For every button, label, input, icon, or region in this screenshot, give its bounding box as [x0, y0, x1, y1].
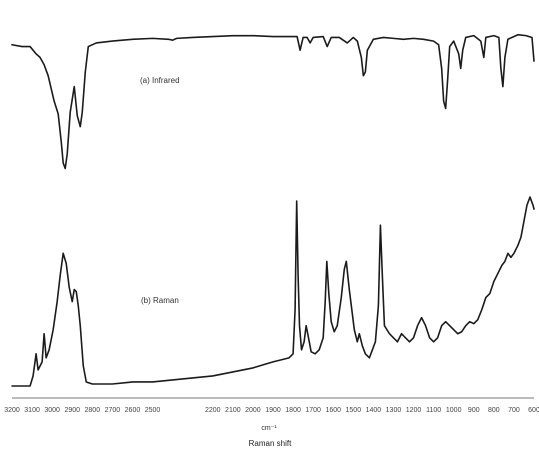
x-tick-label: 1000 [446, 407, 462, 414]
x-tick-label: 3100 [24, 407, 40, 414]
x-tick-label: 900 [468, 407, 480, 414]
x-tick-label: 1900 [265, 407, 281, 414]
x-unit-label: cm⁻¹ [261, 425, 277, 432]
raman-spectrum-line [11, 196, 535, 387]
x-tick-label: 2200 [205, 407, 221, 414]
plot-area [11, 33, 535, 387]
infrared-panel-label: (a) Infrared [140, 76, 180, 85]
x-tick-label: 700 [508, 407, 520, 414]
x-tick-label: 2800 [85, 407, 101, 414]
x-axis-title: Raman shift [249, 439, 292, 448]
raman-panel-label: (b) Raman [141, 296, 179, 305]
x-tick-label: 2900 [64, 407, 80, 414]
x-tick-label: 3200 [4, 407, 20, 414]
x-tick-label: 1200 [406, 407, 422, 414]
x-tick-label: 1100 [426, 407, 441, 414]
x-tick-label: 2000 [245, 407, 261, 414]
x-tick-label: 600 [528, 407, 539, 414]
x-tick-label: 1600 [325, 407, 341, 414]
x-tick-label: 2100 [225, 407, 241, 414]
infrared-spectrum-line [11, 33, 535, 170]
x-tick-label: 800 [488, 407, 500, 414]
x-tick-label: 2600 [125, 407, 141, 414]
x-tick-label: 1500 [346, 407, 362, 414]
x-tick-label: 1700 [305, 407, 321, 414]
x-tick-label: 2500 [145, 407, 161, 414]
x-tick-label: 2700 [105, 407, 121, 414]
x-tick-label: 3000 [44, 407, 60, 414]
x-tick-label: 1400 [366, 407, 382, 414]
x-tick-label: 1300 [386, 407, 402, 414]
x-tick-labels: 3200 3100 3000 2900 2800 2700 2600 2500 2200 2100… [4, 407, 539, 414]
x-tick-label: 1800 [285, 407, 301, 414]
